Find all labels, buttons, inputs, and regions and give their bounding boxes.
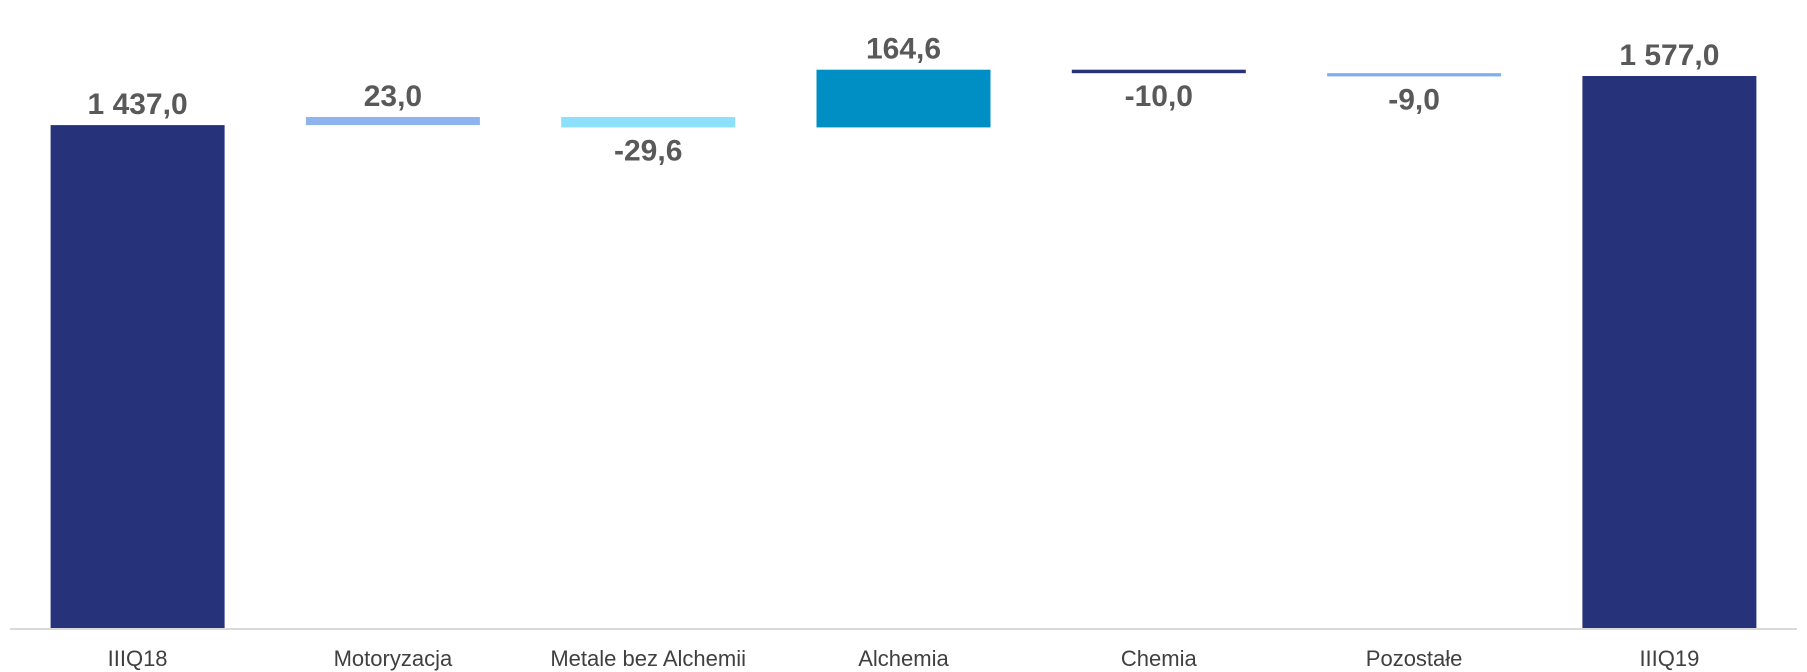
data-label-iiiq19: 1 577,0	[1619, 39, 1719, 72]
bar-metale-bez-alchemii	[561, 117, 736, 128]
bar-pozosta-e	[1327, 73, 1502, 77]
category-label-pozosta-e: Pozostałe	[1366, 646, 1463, 671]
bar-alchemia	[816, 69, 991, 128]
data-label-motoryzacja: 23,0	[364, 80, 422, 113]
category-label-metale-bez-alchemii: Metale bez Alchemii	[550, 646, 746, 671]
bar-motoryzacja	[305, 117, 480, 126]
data-labels-layer: 1 437,0 23,0 -29,6 164,6 -10,0 -9,0 1 577,0	[88, 33, 1720, 168]
category-label-alchemia: Alchemia	[858, 646, 949, 671]
bar-iiiq19	[1582, 76, 1757, 629]
data-label-pozosta-e: -9,0	[1388, 83, 1440, 116]
category-label-motoryzacja: Motoryzacja	[334, 646, 453, 671]
category-label-iiiq19: IIIQ19	[1639, 646, 1699, 671]
category-label-iiiq18: IIIQ18	[108, 646, 168, 671]
category-label-chemia: Chemia	[1121, 646, 1198, 671]
data-label-iiiq18: 1 437,0	[88, 88, 188, 121]
data-label-chemia: -10,0	[1125, 80, 1193, 113]
bar-chemia	[1071, 69, 1246, 74]
data-label-alchemia: 164,6	[866, 33, 941, 66]
data-label-metale-bez-alchemii: -29,6	[614, 134, 682, 167]
category-labels-layer: IIIQ18 Motoryzacja Metale bez Alchemii Alch…	[108, 646, 1700, 671]
bar-iiiq18	[50, 125, 225, 629]
bars-layer	[50, 69, 1757, 629]
